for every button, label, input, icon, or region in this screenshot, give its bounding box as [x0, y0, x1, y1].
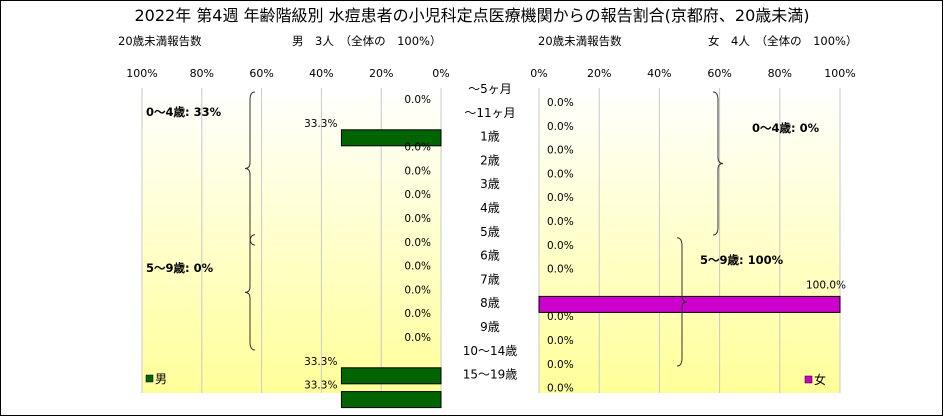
category-labels: ～5ヶ月 ～11ヶ月 1歳 2歳 3歳 4歳 5歳 6歳 7歳 8歳 9歳 10～14歳 15～19歳	[463, 82, 518, 382]
right-sex-total: 女 4人 （全体の 100%）	[708, 34, 857, 48]
male-value-label: 0.0%	[404, 94, 431, 106]
female-value-label: 0.0%	[547, 359, 574, 371]
category-label: 10～14歳	[463, 344, 518, 358]
age-group-brace	[676, 237, 688, 367]
female-value-label: 100.0%	[806, 279, 846, 291]
male-value-label: 33.3%	[304, 356, 337, 368]
female-value-label: 0.0%	[547, 383, 574, 395]
right-plot-area	[539, 88, 840, 393]
female-value-label: 0.0%	[547, 216, 574, 228]
right-axis-tick-label: 20%	[587, 67, 611, 80]
male-value-label: 0.0%	[404, 308, 431, 320]
left-axis-tick-label: 20%	[369, 67, 393, 80]
male-value-label: 0.0%	[404, 189, 431, 201]
category-label: 4歳	[480, 201, 500, 215]
legends: 男女	[145, 372, 826, 387]
age-group-brace	[244, 234, 256, 351]
male-bar	[340, 129, 442, 147]
female-value-label: 0.0%	[547, 192, 574, 204]
male-value-label: 0.0%	[404, 213, 431, 225]
category-label: 8歳	[480, 296, 500, 310]
female-value-label: 0.0%	[547, 240, 574, 252]
category-label: 3歳	[480, 177, 500, 191]
male-value-label: 0.0%	[404, 165, 431, 177]
right-axis-tick-label: 60%	[707, 67, 731, 80]
female-legend-swatch	[804, 375, 813, 384]
category-label: 6歳	[480, 249, 500, 263]
male-value-label: 0.0%	[404, 142, 431, 154]
category-label: ～5ヶ月	[468, 82, 512, 96]
male-legend-swatch	[145, 374, 154, 383]
male-legend-label: 男	[155, 372, 167, 386]
male-bars	[340, 129, 442, 409]
category-label: 7歳	[480, 272, 500, 286]
left-axis-tick-label: 60%	[249, 67, 273, 80]
category-label: 15～19歳	[463, 368, 518, 382]
male-bar	[340, 391, 442, 409]
male-value-label: 0.0%	[404, 284, 431, 296]
age-group-brackets: 0～4歳: 33% 5～9歳: 0% 0～4歳: 0% 5～9歳: 100%	[146, 91, 820, 367]
right-axis-tick-label: 100%	[824, 67, 855, 80]
category-label: 5歳	[480, 225, 500, 239]
male-value-label: 33.3%	[304, 380, 337, 392]
category-label: 2歳	[480, 153, 500, 167]
left-sex-total: 男 3人 （全体の 100%）	[292, 34, 441, 48]
right-gridlines	[538, 88, 841, 393]
right-axis-tick-label: 40%	[647, 67, 671, 80]
male-group-label-5-9: 5～9歳: 0%	[146, 261, 214, 275]
left-caption: 20歳未満報告数	[118, 34, 202, 48]
category-label: ～11ヶ月	[464, 106, 515, 120]
female-value-label: 0.0%	[547, 121, 574, 133]
male-value-label: 0.0%	[404, 332, 431, 344]
male-bar	[340, 367, 442, 385]
male-value-labels: 0.0% 33.3% 0.0% 0.0% 0.0% 0.0% 0.0% 0.0% 0.0% 0.0…	[304, 94, 431, 392]
left-axis-tick-label: 0%	[432, 67, 449, 80]
left-axis-ticks: 100% 80% 60% 40% 20% 0%	[126, 67, 449, 80]
right-axis-tick-label: 0%	[530, 67, 547, 80]
male-value-label: 0.0%	[404, 261, 431, 273]
female-bars	[538, 295, 841, 313]
category-label: 1歳	[480, 130, 500, 144]
left-gridlines	[141, 88, 442, 393]
category-label: 9歳	[480, 320, 500, 334]
chart-title: 2022年 第4週 年齢階級別 水痘患者の小児科定点医療機関からの報告割合(京都…	[134, 6, 809, 25]
left-axis-tick-label: 80%	[190, 67, 214, 80]
left-axis-tick-label: 40%	[309, 67, 333, 80]
right-axis-ticks: 0% 20% 40% 60% 80% 100%	[530, 67, 855, 80]
right-axis-tick-label: 80%	[768, 67, 792, 80]
female-value-label: 0.0%	[547, 97, 574, 109]
male-group-label-0-4: 0～4歳: 33%	[146, 105, 222, 119]
female-value-label: 0.0%	[547, 264, 574, 276]
male-value-label: 0.0%	[404, 237, 431, 249]
female-value-label: 0.0%	[547, 145, 574, 157]
female-value-label: 0.0%	[547, 311, 574, 323]
right-caption: 20歳未満報告数	[538, 34, 622, 48]
female-bar	[538, 295, 841, 313]
male-value-label: 33.3%	[304, 118, 337, 130]
age-group-brace	[712, 91, 724, 236]
left-axis-tick-label: 100%	[126, 67, 157, 80]
female-value-labels: 0.0% 0.0% 0.0% 0.0% 0.0% 0.0% 0.0% 0.0% 100.0% 0.…	[547, 97, 846, 395]
female-value-label: 0.0%	[547, 335, 574, 347]
female-group-label-0-4: 0～4歳: 0%	[752, 121, 820, 135]
female-legend-label: 女	[814, 372, 826, 387]
female-group-label-5-9: 5～9歳: 100%	[700, 253, 784, 267]
female-value-label: 0.0%	[547, 168, 574, 180]
